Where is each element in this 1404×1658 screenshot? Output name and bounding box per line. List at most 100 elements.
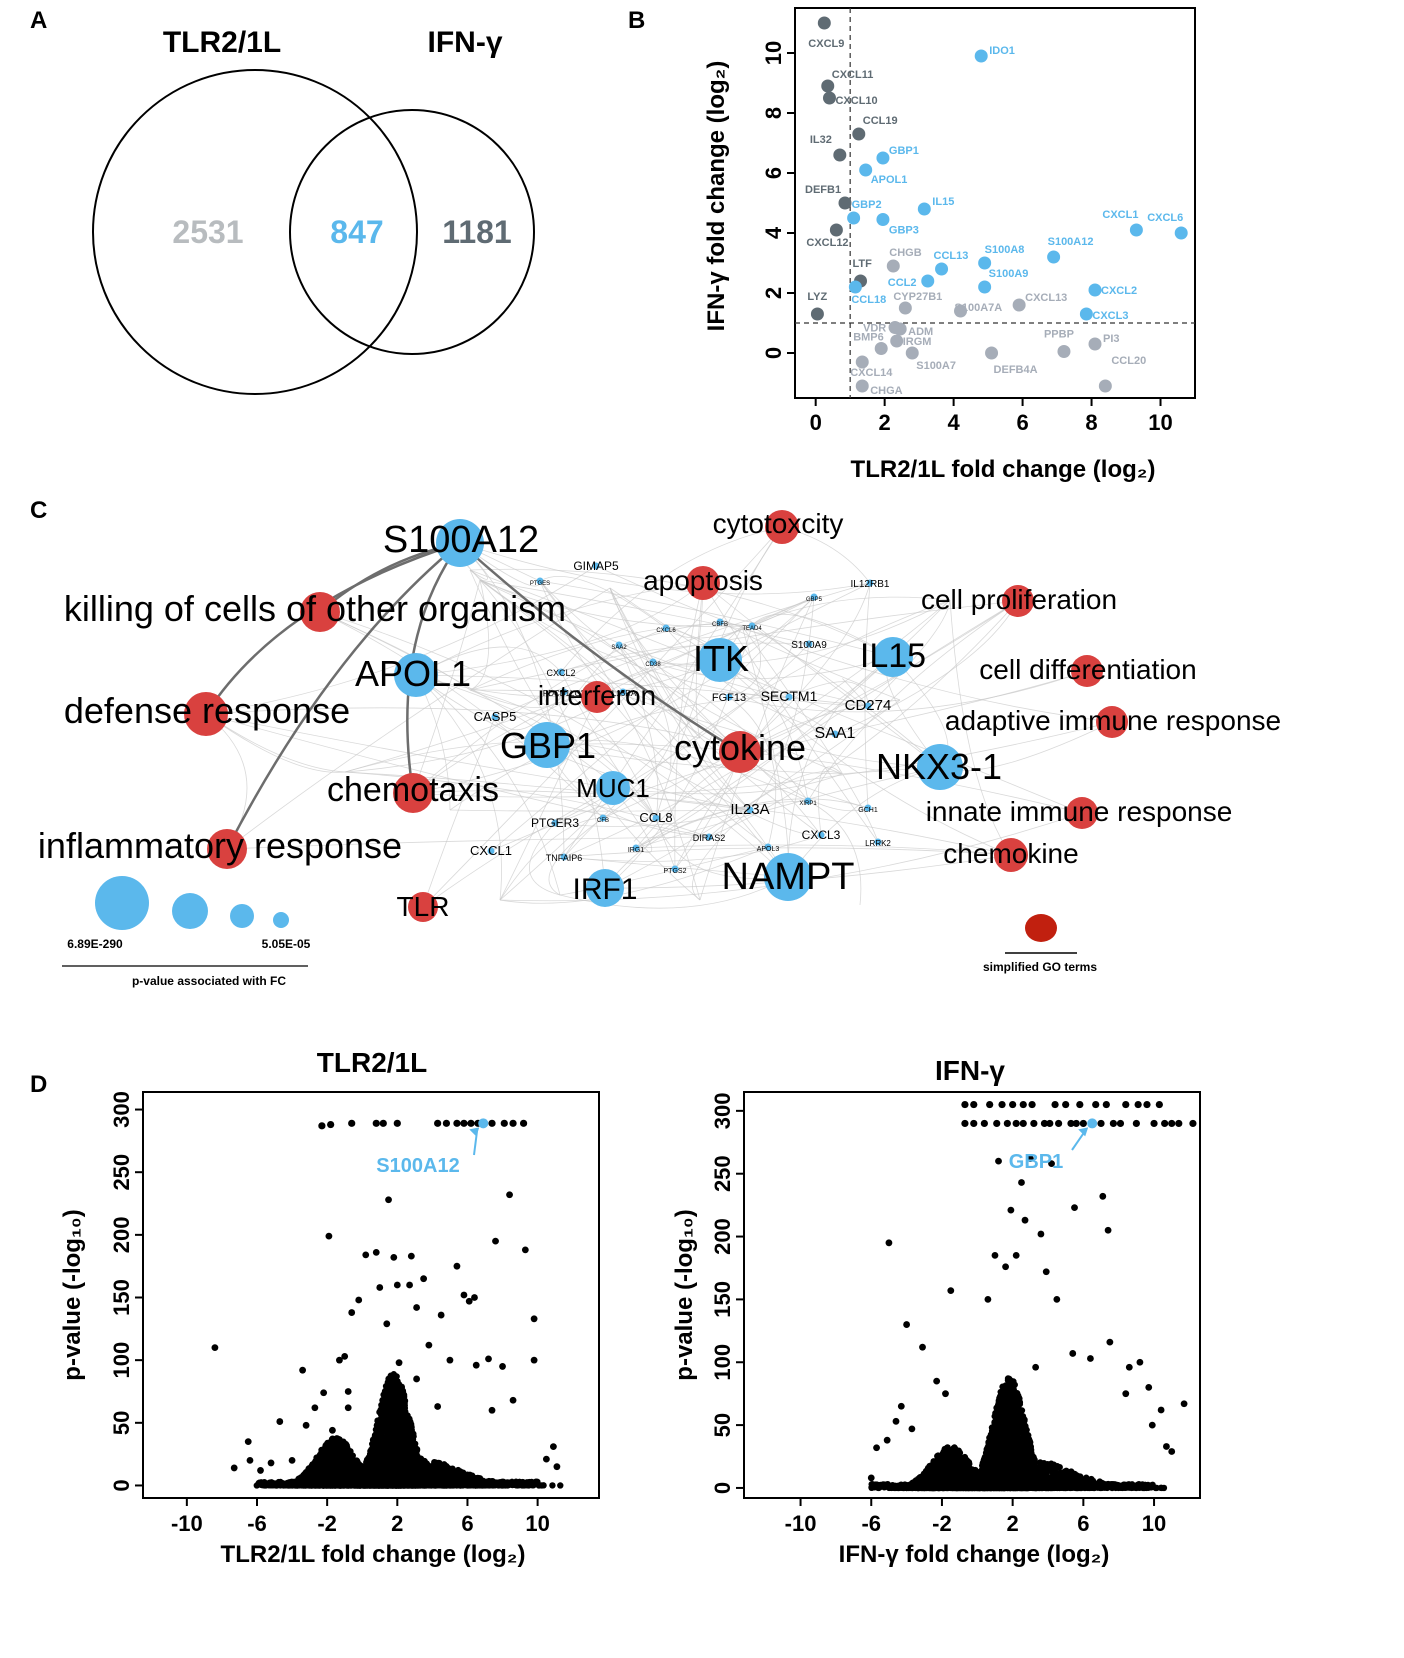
plot-title: TLR2/1L xyxy=(317,1047,427,1078)
gene-label-large: NAMPT xyxy=(722,856,855,898)
gene-label-large: S100A12 xyxy=(383,519,539,561)
network-edge xyxy=(205,713,614,789)
gene-node xyxy=(557,668,565,676)
point-label-defb4a: DEFB4A xyxy=(994,364,1038,376)
legend-size-caption: p-value associated with FC xyxy=(132,974,286,988)
network-edge xyxy=(205,707,701,739)
point-label-gbp3: GBP3 xyxy=(889,225,919,237)
volcano-point xyxy=(388,1427,395,1435)
gene-node xyxy=(805,640,813,648)
go-term-node xyxy=(1066,797,1098,829)
network-edge xyxy=(529,822,561,896)
x-tick-label: 10 xyxy=(1148,410,1172,435)
gene-label: DIRAS2 xyxy=(693,833,726,843)
volcano-point xyxy=(351,1467,358,1474)
volcano-point xyxy=(353,1457,360,1464)
network-edge xyxy=(867,599,951,707)
gene-node xyxy=(764,843,772,851)
gene-node-large xyxy=(524,722,570,768)
network-edge xyxy=(674,582,704,870)
go-term-label: cytokine xyxy=(674,727,806,768)
point-cxcl2 xyxy=(1088,283,1102,297)
gene-node xyxy=(560,688,568,696)
point-cxcl6 xyxy=(1174,226,1188,240)
gene-node xyxy=(551,819,559,827)
volcano-point xyxy=(309,1469,316,1476)
network-edge xyxy=(635,844,1012,856)
gene-node-large xyxy=(596,771,630,805)
network-edge xyxy=(563,599,951,858)
gene-node xyxy=(619,688,627,696)
network-edge xyxy=(469,569,1083,814)
venn-label-tlr: TLR2/1L xyxy=(163,26,281,59)
go-term-label: cytotoxcity xyxy=(713,508,844,539)
panel-letter-c: C xyxy=(30,497,47,524)
go-term-node xyxy=(184,692,228,736)
point-label-irgm: IRGM xyxy=(903,336,932,348)
go-term-node xyxy=(581,681,613,713)
x-axis-title: TLR2/1L fold change (log₂) xyxy=(221,1541,526,1568)
gene-node xyxy=(599,814,607,822)
gene-node xyxy=(536,577,544,585)
gene-label-large: GBP1 xyxy=(500,725,596,766)
network-edge xyxy=(205,713,346,773)
network-edge xyxy=(205,713,710,838)
gene-node-large xyxy=(394,653,438,697)
volcano-point xyxy=(341,1468,349,1476)
point-label-cxcl6: CXCL6 xyxy=(1147,212,1183,224)
go-term-label: adaptive immune response xyxy=(945,705,1281,736)
network-edge xyxy=(741,625,879,843)
go-term-label: TLR xyxy=(397,891,450,922)
gene-node-large xyxy=(436,519,484,567)
network-edge xyxy=(702,582,879,843)
network-edge xyxy=(609,587,741,753)
go-term-label: killing of cells of other organism xyxy=(64,588,566,629)
gene-node xyxy=(652,814,660,822)
plot-frame xyxy=(142,1091,600,1499)
gene-label: APOL3 xyxy=(757,846,780,853)
gene-label: CXCL3 xyxy=(802,828,841,842)
gene-node xyxy=(804,797,812,805)
x-tick-label: 2 xyxy=(391,1511,403,1536)
gene-label: CXCL2 xyxy=(546,668,575,678)
gene-node-large xyxy=(764,853,812,901)
point-label-s100a7: S100A7 xyxy=(916,360,956,372)
network-edge xyxy=(499,596,815,901)
venn-count-overlap: 847 xyxy=(330,214,383,250)
volcano-point xyxy=(388,1380,395,1388)
volcano-point xyxy=(397,1418,405,1426)
network-edge xyxy=(728,625,761,698)
volcano-point xyxy=(364,1459,372,1467)
gene-label-large: MUC1 xyxy=(576,773,650,803)
legend-go: simplified GO terms xyxy=(983,914,1097,974)
network-edge xyxy=(834,600,1019,735)
network-edge xyxy=(479,579,789,878)
volcano-point xyxy=(376,1408,383,1416)
point-s100a9 xyxy=(978,280,992,294)
network-edge xyxy=(702,582,941,768)
point-s100a7a xyxy=(954,304,968,318)
point-defb1 xyxy=(838,196,852,210)
y-tick-label: 4 xyxy=(761,226,786,239)
network-edge xyxy=(618,644,809,802)
network-edge xyxy=(422,716,496,908)
network-edge xyxy=(665,627,809,802)
point-apol1 xyxy=(859,163,873,177)
y-tick-label: 250 xyxy=(109,1154,134,1191)
legend-size-circle xyxy=(172,893,208,929)
network-edge xyxy=(539,580,769,848)
point-label-cxcl9: CXCL9 xyxy=(808,38,844,50)
point-ccl19 xyxy=(852,127,866,141)
network-edge xyxy=(554,809,751,827)
point-irgm xyxy=(890,334,904,348)
point-label-cxcl10: CXCL10 xyxy=(835,95,877,107)
network-edge xyxy=(226,587,611,850)
gene-node xyxy=(810,593,818,601)
point-label-ccl20: CCL20 xyxy=(1111,355,1146,367)
point-label-s100a12: S100A12 xyxy=(1048,236,1094,248)
go-term-node xyxy=(1096,706,1128,738)
venn-label-ifng: IFN-γ xyxy=(428,26,503,59)
